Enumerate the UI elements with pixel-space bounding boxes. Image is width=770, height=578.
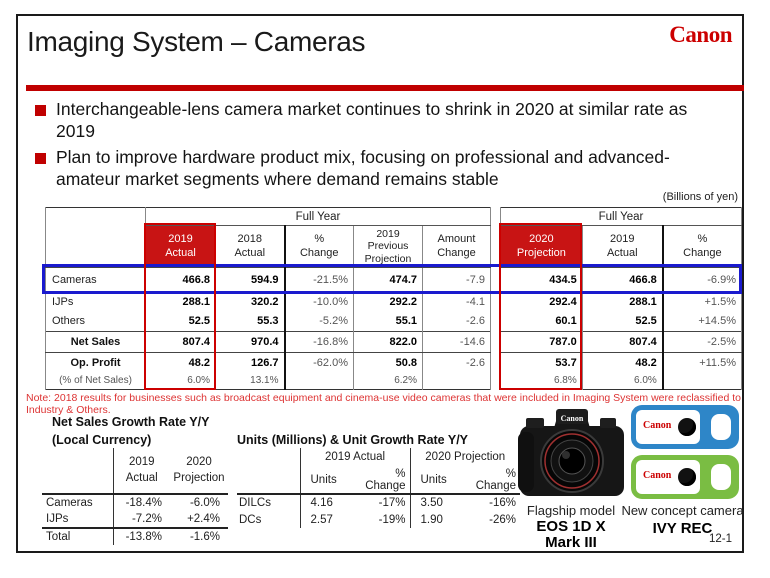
row-net-sales: Net Sales 807.4 970.4 -16.8% 822.0 -14.6: [45, 331, 491, 353]
col-header-amount-change: Amount Change: [422, 225, 491, 268]
bullet-square-icon: [35, 105, 46, 116]
group-header: Full Year: [145, 207, 491, 226]
ivy-rec-green-image: Canon: [631, 455, 739, 499]
units-subcol: Units: [299, 466, 355, 495]
col-header-pct-change: % Change: [661, 225, 742, 268]
row-op-profit: Op. Profit 48.2 126.7 -62.0% 50.8 -2.6: [45, 352, 491, 373]
growth-table-subtitle: (Local Currency): [52, 433, 152, 447]
canon-logo-on-camera: Canon: [561, 414, 584, 423]
corner-cell: [45, 207, 146, 268]
row-net-sales: 787.0 807.4 -2.5%: [500, 331, 742, 353]
carabiner-hole: [711, 414, 731, 440]
results-table-left: Full Year 2019 Actual 2018 Actual % Change …: [45, 207, 491, 390]
ivy-rec-blue-image: Canon: [631, 405, 739, 449]
group-header: Full Year: [500, 207, 742, 226]
growth-row-ijps: IJPs -7.2% +2.4%: [42, 511, 228, 528]
growth-table-title: Net Sales Growth Rate Y/Y: [52, 415, 210, 429]
footnote: Note: 2018 results for businesses such a…: [26, 392, 741, 417]
flagship-name: Mark III: [545, 534, 597, 551]
col-header-2019-actual: 2019 Actual: [581, 225, 664, 268]
units-table-title: Units (Millions) & Unit Growth Rate Y/Y: [237, 433, 469, 447]
concept-name: IVY REC: [652, 520, 713, 537]
canon-logo-on-ivy: Canon: [643, 420, 672, 431]
units-subcol: % Change: [355, 466, 410, 495]
units-table: 2019 Actual 2020 Projection Units % Chan…: [237, 448, 520, 528]
bullet-text: Interchangeable-lens camera market conti…: [56, 99, 688, 142]
row-pct-net-sales: (% of Net Sales) 6.0% 13.1% 6.2%: [45, 372, 491, 390]
bullet-item: Plan to improve hardware product mix, fo…: [35, 146, 695, 191]
carabiner-hole: [711, 464, 731, 490]
units-subcol: % Change: [465, 466, 520, 495]
results-table-right: Full Year 2020 Projection 2019 Actual % Cha…: [500, 207, 742, 390]
flagship-caption: Flagship model: [526, 503, 616, 518]
flagship-name: EOS 1D X: [536, 518, 606, 535]
ivy-lens: [678, 418, 696, 436]
row-cameras: Cameras 466.8 594.9 -21.5% 474.7 -7.9: [45, 267, 491, 292]
bullet-square-icon: [35, 152, 46, 164]
col-header-pct-change: % Change: [283, 225, 354, 268]
growth-col-2020: 2020 Projection: [170, 448, 228, 495]
bullet-item: Interchangeable-lens camera market conti…: [35, 98, 695, 143]
ivy-face: Canon: [636, 460, 700, 494]
dslr-camera-image: Canon: [518, 409, 624, 496]
slide: Imaging System – Cameras Canon Interchan…: [16, 14, 744, 553]
growth-col-2019: 2019 Actual: [112, 448, 170, 495]
col-header-prev-projection: 2019 Previous Projection: [353, 225, 423, 268]
col-header-2018-actual: 2018 Actual: [215, 225, 285, 268]
canon-logo: Canon: [669, 22, 732, 47]
bullet-list: Interchangeable-lens camera market conti…: [35, 98, 695, 194]
units-row-dilcs: DILCs 4.16 -17% 3.50 -16%: [237, 494, 520, 511]
row-ijps: IJPs 288.1 320.2 -10.0% 292.2 -4.1: [45, 291, 491, 312]
page-title: Imaging System – Cameras: [27, 26, 366, 57]
row-op-profit: 53.7 48.2 +11.5%: [500, 352, 742, 373]
row-ijps: 292.4 288.1 +1.5%: [500, 291, 742, 312]
row-cameras: 434.5 466.8 -6.9%: [500, 267, 742, 292]
row-others: 60.1 52.5 +14.5%: [500, 311, 742, 332]
row-others: Others 52.5 55.3 -5.2% 55.1 -2.6: [45, 311, 491, 332]
col-header-2020-projection: 2020 Projection: [500, 225, 583, 268]
units-row-dcs: DCs 2.57 -19% 1.90 -26%: [237, 511, 520, 528]
ivy-lens: [678, 468, 696, 486]
growth-row-total: Total -13.8% -1.6%: [42, 527, 228, 545]
growth-row-cameras: Cameras -18.4% -6.0%: [42, 494, 228, 511]
row-pct-net-sales: 6.8% 6.0%: [500, 372, 742, 390]
bullet-text: Plan to improve hardware product mix, fo…: [56, 146, 670, 190]
col-header-2019-actual: 2019 Actual: [145, 225, 216, 268]
units-note: (Billions of yen): [662, 191, 738, 203]
units-group-2019: 2019 Actual: [299, 448, 410, 466]
growth-table: 2019 Actual 2020 Projection Cameras -18.4%…: [42, 448, 228, 545]
concept-caption: New concept camera: [621, 503, 744, 518]
page-number: 12-1: [708, 533, 732, 545]
canon-logo-on-ivy: Canon: [643, 470, 672, 481]
units-subcol: Units: [409, 466, 465, 495]
divider-rule: [26, 85, 744, 91]
units-group-2020: 2020 Projection: [409, 448, 520, 466]
ivy-face: Canon: [636, 410, 700, 444]
